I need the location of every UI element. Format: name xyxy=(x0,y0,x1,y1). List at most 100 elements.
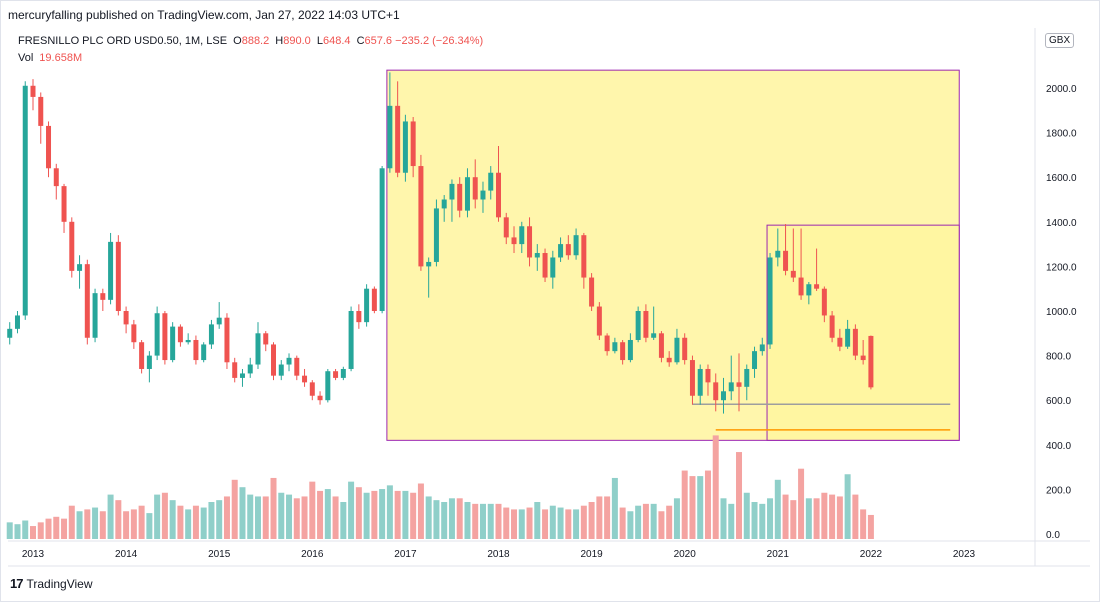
candle-body xyxy=(589,277,595,307)
candle-body xyxy=(294,357,300,376)
candle-body xyxy=(84,264,90,338)
candle-body xyxy=(139,342,145,369)
candle-body xyxy=(100,293,106,300)
candle-body xyxy=(364,288,370,323)
volume-bar xyxy=(604,496,611,539)
volume-bar xyxy=(340,502,347,539)
symbol-title: FRESNILLO PLC ORD USD0.50, 1M, LSE xyxy=(18,35,228,47)
candle-body xyxy=(682,337,688,361)
volume-bar xyxy=(107,494,114,539)
candle-body xyxy=(558,244,564,258)
volume-bar xyxy=(534,502,541,539)
candle-body xyxy=(829,315,835,338)
volume-bar xyxy=(720,498,727,539)
volume-bar xyxy=(503,507,510,539)
candle-body xyxy=(643,311,649,338)
volume-bar xyxy=(146,513,153,539)
volume-bar xyxy=(588,502,595,539)
candle-body xyxy=(689,360,695,396)
volume-bar xyxy=(30,526,36,539)
footer: 17 TradingView xyxy=(10,576,93,591)
volume-bar xyxy=(580,505,587,539)
candle-body xyxy=(340,368,346,378)
candle-body xyxy=(216,317,222,325)
volume-bar xyxy=(829,494,836,539)
candle-body xyxy=(503,217,509,238)
volume-bar xyxy=(456,498,463,539)
volume-bar xyxy=(239,487,246,539)
volume-bar xyxy=(185,509,192,539)
candle-body xyxy=(170,326,176,361)
candle-body xyxy=(705,368,711,383)
volume-bar xyxy=(161,492,168,539)
candle-body xyxy=(814,284,820,289)
volume-bar xyxy=(441,502,448,539)
volume-bar xyxy=(394,490,401,539)
candle-body xyxy=(550,257,556,278)
volume-bar xyxy=(565,509,572,539)
volume-bar xyxy=(6,522,13,539)
candle-body xyxy=(263,333,269,345)
volume-bar xyxy=(611,477,618,539)
volume-bar xyxy=(68,505,75,539)
volume-bar xyxy=(154,494,161,539)
candle-body xyxy=(635,311,641,340)
candle-body xyxy=(767,257,773,345)
candle-body xyxy=(845,328,851,347)
candle-body xyxy=(798,277,804,296)
candle-body xyxy=(61,186,67,222)
volume-bar xyxy=(200,507,207,539)
volume-bar xyxy=(627,511,634,539)
volume-bar xyxy=(813,498,820,539)
time-tick-label: 2016 xyxy=(301,549,324,560)
volume-bar xyxy=(332,496,339,539)
volume-bar xyxy=(309,481,316,539)
candle-body xyxy=(379,168,385,311)
candle-body xyxy=(395,105,401,173)
candle-body xyxy=(177,326,183,343)
candle-body xyxy=(806,284,812,296)
volume-bar xyxy=(751,502,758,539)
volume-bar xyxy=(774,479,781,539)
volume-bar xyxy=(53,516,60,539)
volume-bar xyxy=(697,476,704,539)
annotation-rectangle xyxy=(766,224,960,441)
price-tick-label: 1000.0 xyxy=(1046,307,1077,318)
price-tick-label: 600.0 xyxy=(1046,396,1071,407)
price-tick-label: 1800.0 xyxy=(1046,129,1077,140)
price-tick-label: 0.0 xyxy=(1046,530,1060,541)
candle-body xyxy=(651,333,657,338)
candle-body xyxy=(333,371,339,378)
volume-bar xyxy=(518,509,525,539)
candle-body xyxy=(713,382,719,401)
candle-body xyxy=(309,382,315,396)
candle-body xyxy=(115,241,121,311)
volume-bar xyxy=(115,500,122,539)
candle-body xyxy=(426,261,432,267)
volume-bar xyxy=(301,496,308,539)
candle-body xyxy=(38,96,44,126)
price-tick-label: 400.0 xyxy=(1046,441,1071,452)
candle-body xyxy=(860,355,866,361)
volume-bar xyxy=(254,496,261,539)
volume-bar xyxy=(379,489,386,539)
candle-body xyxy=(596,306,602,336)
volume-bar xyxy=(821,492,828,539)
time-tick-label: 2022 xyxy=(860,549,883,560)
volume-bar xyxy=(448,498,455,539)
volume-bar xyxy=(712,435,719,539)
volume-bar xyxy=(472,503,479,539)
volume-bar xyxy=(37,522,44,539)
tradingview-brand: TradingView xyxy=(26,576,93,591)
currency-badge[interactable]: GBX xyxy=(1045,33,1075,48)
candle-body xyxy=(612,342,618,352)
volume-bar xyxy=(270,477,277,539)
open-value: 888.2 xyxy=(241,35,270,47)
time-tick-label: 2023 xyxy=(953,549,976,560)
time-tick-label: 2020 xyxy=(674,549,697,560)
volume-value: 19.658M xyxy=(39,52,83,64)
candle-body xyxy=(759,344,765,352)
high-value: 890.0 xyxy=(283,35,311,47)
volume-bar xyxy=(573,509,580,539)
